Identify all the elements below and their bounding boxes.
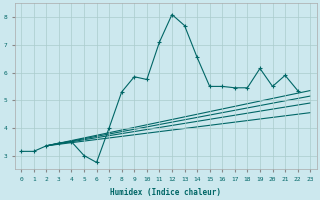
X-axis label: Humidex (Indice chaleur): Humidex (Indice chaleur) — [110, 188, 221, 197]
